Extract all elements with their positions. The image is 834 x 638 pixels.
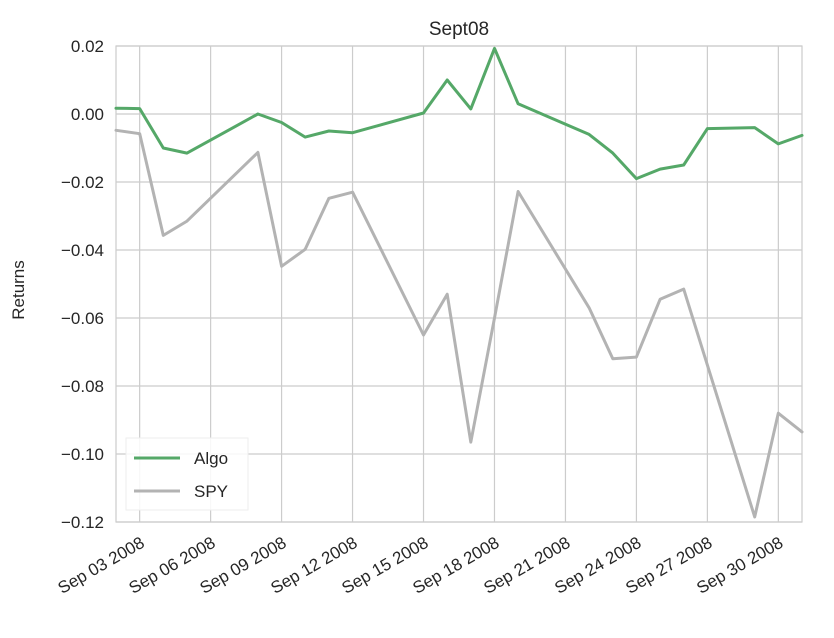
y-axis-ticks: 0.02 0.00 −0.02 −0.04 −0.06 −0.08 −0.10 −0.12 — [61, 37, 104, 532]
series-lines — [114, 46, 804, 519]
y-tick-label: 0.00 — [71, 105, 104, 124]
legend-label-algo: Algo — [194, 449, 228, 468]
series-line-spy — [114, 128, 804, 519]
legend-label-spy: SPY — [194, 482, 228, 501]
y-tick-label: −0.04 — [61, 241, 104, 260]
chart-title: Sept08 — [429, 19, 489, 40]
y-tick-label: 0.02 — [71, 37, 104, 56]
y-tick-label: −0.02 — [61, 173, 104, 192]
y-tick-label: −0.06 — [61, 309, 104, 328]
legend: Algo SPY — [125, 437, 249, 511]
grid — [115, 45, 803, 523]
y-axis-label: Returns — [9, 260, 28, 320]
y-tick-label: −0.12 — [61, 513, 104, 532]
series-line-algo — [114, 46, 804, 181]
y-tick-label: −0.10 — [61, 445, 104, 464]
y-tick-label: −0.08 — [61, 377, 104, 396]
plot-frame — [115, 45, 803, 523]
legend-box — [125, 437, 249, 511]
